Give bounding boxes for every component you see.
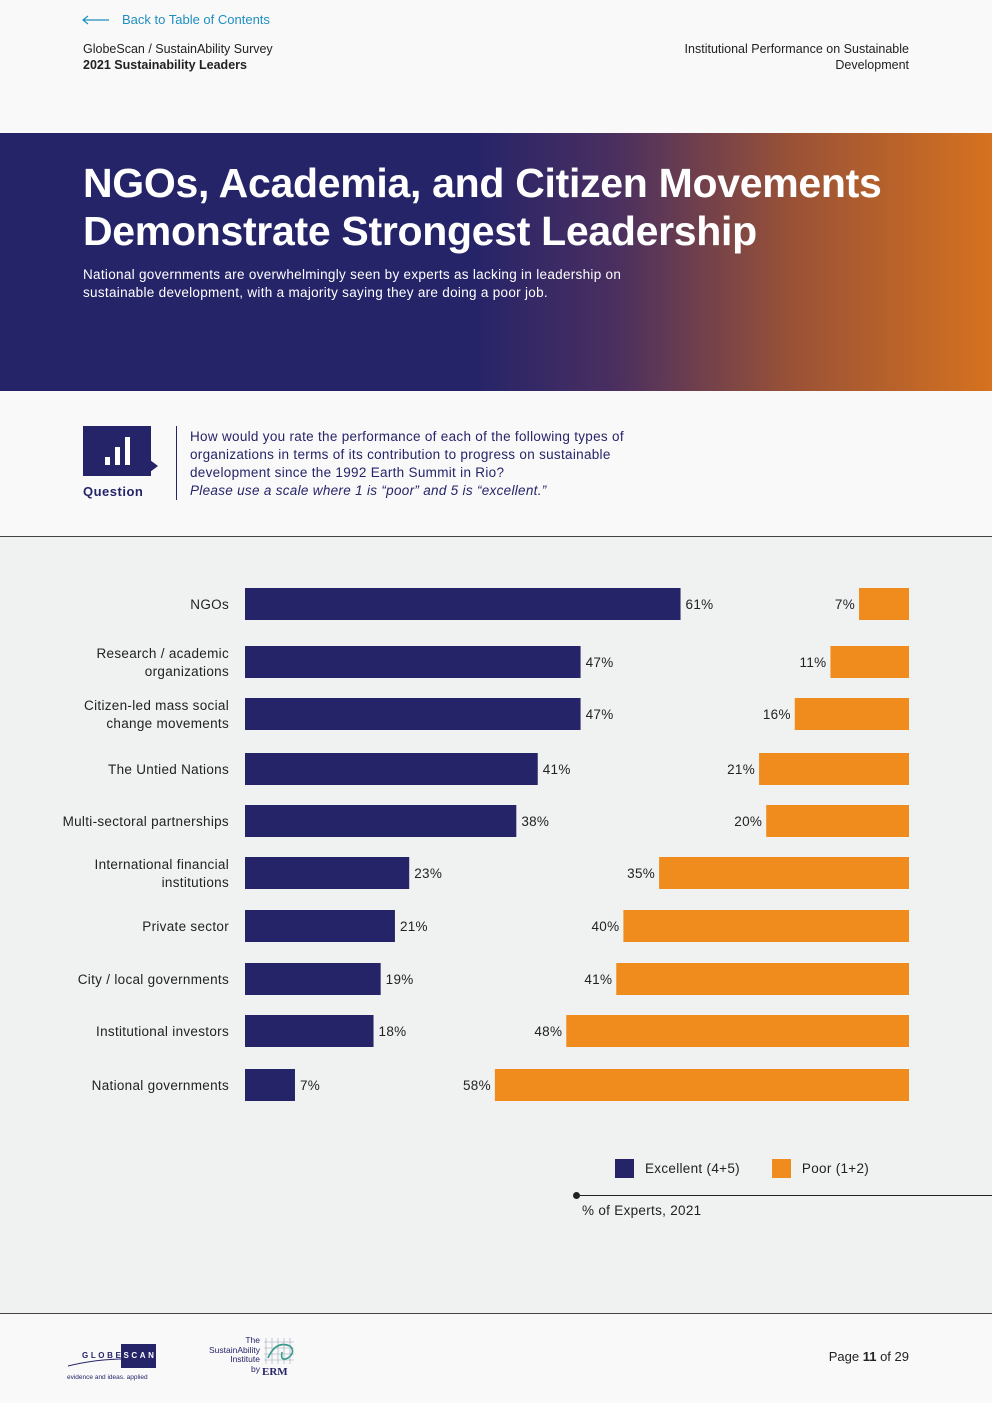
data-label-poor: 58%: [463, 1078, 491, 1093]
question-text: How would you rate the performance of ea…: [190, 428, 690, 500]
bar-poor: [830, 646, 909, 678]
survey-name: GlobeScan / SustainAbility Survey: [83, 42, 273, 56]
back-to-toc-link[interactable]: Back to Table of Contents: [82, 12, 270, 27]
globescan-logo: GLOBESCAN evidence and ideas. applied: [64, 1338, 156, 1386]
category-label: Private sector: [142, 919, 229, 934]
question-label: Question: [83, 484, 144, 499]
legend-swatch-excellent: [615, 1159, 634, 1178]
category-label: Research / academic: [96, 646, 229, 661]
data-label-poor: 20%: [734, 814, 762, 829]
bar-poor: [659, 857, 909, 889]
arrow-left-icon: [82, 15, 109, 24]
legend-swatch-poor: [771, 1159, 791, 1178]
bar-poor: [759, 753, 909, 785]
legend-label-poor: Poor (1+2): [801, 1161, 870, 1176]
chart-legend: Excellent (4+5) Poor (1+2): [615, 1159, 869, 1178]
bar-excellent: [245, 1015, 374, 1047]
page-current: 11: [862, 1349, 877, 1364]
data-label-excellent: 23%: [414, 866, 442, 881]
data-label-excellent: 38%: [521, 814, 549, 829]
question-note: Please use a scale where 1 is “poor” and…: [190, 483, 547, 498]
data-label-excellent: 18%: [379, 1024, 407, 1039]
globescan-word-a: GLOBE: [82, 1351, 124, 1360]
data-label-excellent: 41%: [543, 762, 571, 777]
bar-poor: [766, 805, 909, 837]
legend-label-excellent: Excellent (4+5): [645, 1161, 740, 1176]
sustainability-institute-logo: The SustainAbility Institute by ERM: [200, 1335, 300, 1380]
bar-excellent: [245, 1069, 295, 1101]
data-label-excellent: 7%: [300, 1078, 320, 1093]
bar-excellent: [245, 963, 381, 995]
chart-panel: NGOs 61% 7% Research / academic organization…: [0, 536, 992, 1314]
category-label: National governments: [92, 1078, 229, 1093]
report-name: 2021 Sustainability Leaders: [83, 58, 247, 72]
hero-banner: NGOs, Academia, and Citizen Movements De…: [0, 133, 992, 391]
data-label-poor: 11%: [800, 655, 827, 670]
sa-line-1: The: [245, 1335, 260, 1345]
bar-excellent: [245, 646, 581, 678]
globescan-tagline: evidence and ideas. applied: [67, 1374, 148, 1381]
performance-bar-chart: NGOs 61% 7% Research / academic organization…: [63, 588, 909, 1101]
sa-line-2: SustainAbility: [208, 1344, 260, 1355]
question-chart-icon: [83, 426, 158, 476]
sa-line-4: by: [251, 1363, 260, 1374]
page-total: 29: [894, 1349, 909, 1364]
category-label: Institutional investors: [96, 1024, 229, 1039]
data-label-poor: 40%: [591, 919, 619, 934]
bar-poor: [859, 588, 909, 620]
bar-excellent: [245, 588, 681, 620]
data-label-excellent: 61%: [686, 597, 714, 612]
page-prefix: Page: [828, 1349, 860, 1364]
sa-line-3: Institute: [230, 1354, 260, 1364]
category-label: City / local governments: [78, 972, 229, 987]
erm-wordmark: ERM: [262, 1366, 288, 1378]
bar-excellent: [245, 698, 581, 730]
bar-excellent: [245, 857, 410, 889]
data-label-excellent: 19%: [386, 972, 414, 987]
report-header: GlobeScan / SustainAbility Survey 2021 S…: [83, 41, 273, 73]
category-label: institutions: [162, 875, 229, 890]
question-divider: [176, 426, 177, 500]
data-label-poor: 7%: [835, 597, 855, 612]
bar-poor: [566, 1015, 909, 1047]
page-number: Page 11 of 29: [829, 1349, 909, 1364]
category-label: organizations: [145, 664, 229, 679]
section-name: Institutional Performance on Sustainable…: [684, 42, 909, 72]
question-body: How would you rate the performance of ea…: [190, 429, 624, 480]
footer: [0, 1315, 992, 1403]
bar-excellent: [245, 910, 395, 942]
bar-excellent: [245, 753, 538, 785]
data-label-excellent: 47%: [586, 707, 614, 722]
chart-source: % of Experts, 2021: [582, 1203, 702, 1218]
page-title: NGOs, Academia, and Citizen Movements De…: [83, 160, 882, 254]
page-sep: of: [880, 1349, 891, 1364]
erm-emblem-icon: [264, 1338, 294, 1364]
bar-excellent: [245, 805, 517, 837]
category-label: change movements: [106, 716, 229, 731]
category-label: International financial: [95, 857, 229, 872]
bar-poor: [616, 963, 909, 995]
data-label-poor: 35%: [627, 866, 655, 881]
page-subtitle: National governments are overwhelmingly …: [83, 267, 622, 300]
source-rule-dot: [573, 1192, 580, 1199]
data-label-poor: 16%: [763, 707, 791, 722]
globescan-word-b: SCAN: [123, 1351, 157, 1360]
data-label-excellent: 47%: [586, 655, 614, 670]
bar-poor: [623, 910, 909, 942]
globescan-swoosh-icon: [68, 1358, 154, 1367]
back-to-toc-label: Back to Table of Contents: [122, 12, 270, 27]
data-label-poor: 21%: [727, 762, 755, 777]
legend-item-poor: Poor (1+2): [771, 1159, 870, 1178]
category-label: The Untied Nations: [108, 762, 229, 777]
category-label: NGOs: [190, 597, 229, 612]
bar-poor: [494, 1069, 909, 1101]
data-label-poor: 41%: [584, 972, 612, 987]
legend-item-excellent: Excellent (4+5): [615, 1159, 740, 1178]
source-rule: [577, 1195, 992, 1196]
data-label-poor: 48%: [534, 1024, 562, 1039]
category-label: Citizen-led mass social: [84, 698, 229, 713]
bar-poor: [794, 698, 909, 730]
data-label-excellent: 21%: [400, 919, 428, 934]
category-label: Multi-sectoral partnerships: [63, 814, 229, 829]
